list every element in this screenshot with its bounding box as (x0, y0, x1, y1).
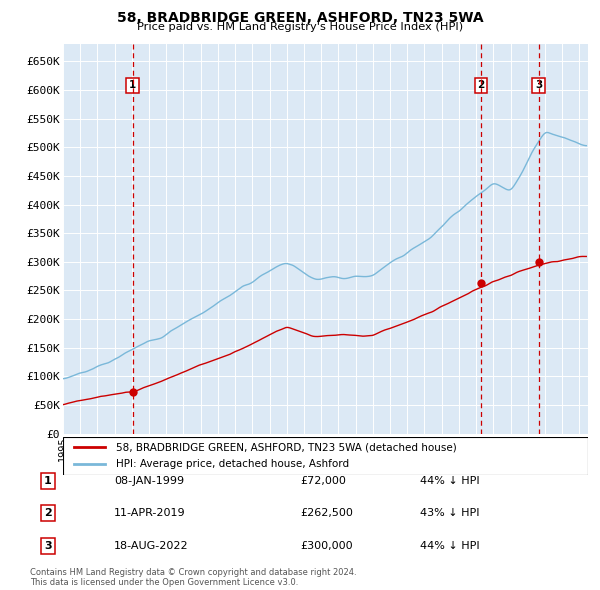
Text: 58, BRADBRIDGE GREEN, ASHFORD, TN23 5WA: 58, BRADBRIDGE GREEN, ASHFORD, TN23 5WA (116, 11, 484, 25)
Text: 11-APR-2019: 11-APR-2019 (114, 509, 185, 518)
Text: Price paid vs. HM Land Registry's House Price Index (HPI): Price paid vs. HM Land Registry's House … (137, 22, 463, 32)
Text: 1: 1 (129, 80, 136, 90)
Text: 58, BRADBRIDGE GREEN, ASHFORD, TN23 5WA (detached house): 58, BRADBRIDGE GREEN, ASHFORD, TN23 5WA … (115, 442, 456, 453)
Text: 18-AUG-2022: 18-AUG-2022 (114, 541, 188, 550)
Text: 44% ↓ HPI: 44% ↓ HPI (420, 476, 479, 486)
Text: 44% ↓ HPI: 44% ↓ HPI (420, 541, 479, 550)
Text: 43% ↓ HPI: 43% ↓ HPI (420, 509, 479, 518)
Text: HPI: Average price, detached house, Ashford: HPI: Average price, detached house, Ashf… (115, 459, 349, 469)
Text: £300,000: £300,000 (300, 541, 353, 550)
Text: £262,500: £262,500 (300, 509, 353, 518)
Text: 3: 3 (44, 541, 52, 550)
Text: £72,000: £72,000 (300, 476, 346, 486)
Text: 2: 2 (478, 80, 485, 90)
FancyBboxPatch shape (63, 437, 588, 475)
Text: Contains HM Land Registry data © Crown copyright and database right 2024.
This d: Contains HM Land Registry data © Crown c… (30, 568, 356, 587)
Text: 08-JAN-1999: 08-JAN-1999 (114, 476, 184, 486)
Text: 2: 2 (44, 509, 52, 518)
Text: 3: 3 (535, 80, 542, 90)
Text: 1: 1 (44, 476, 52, 486)
